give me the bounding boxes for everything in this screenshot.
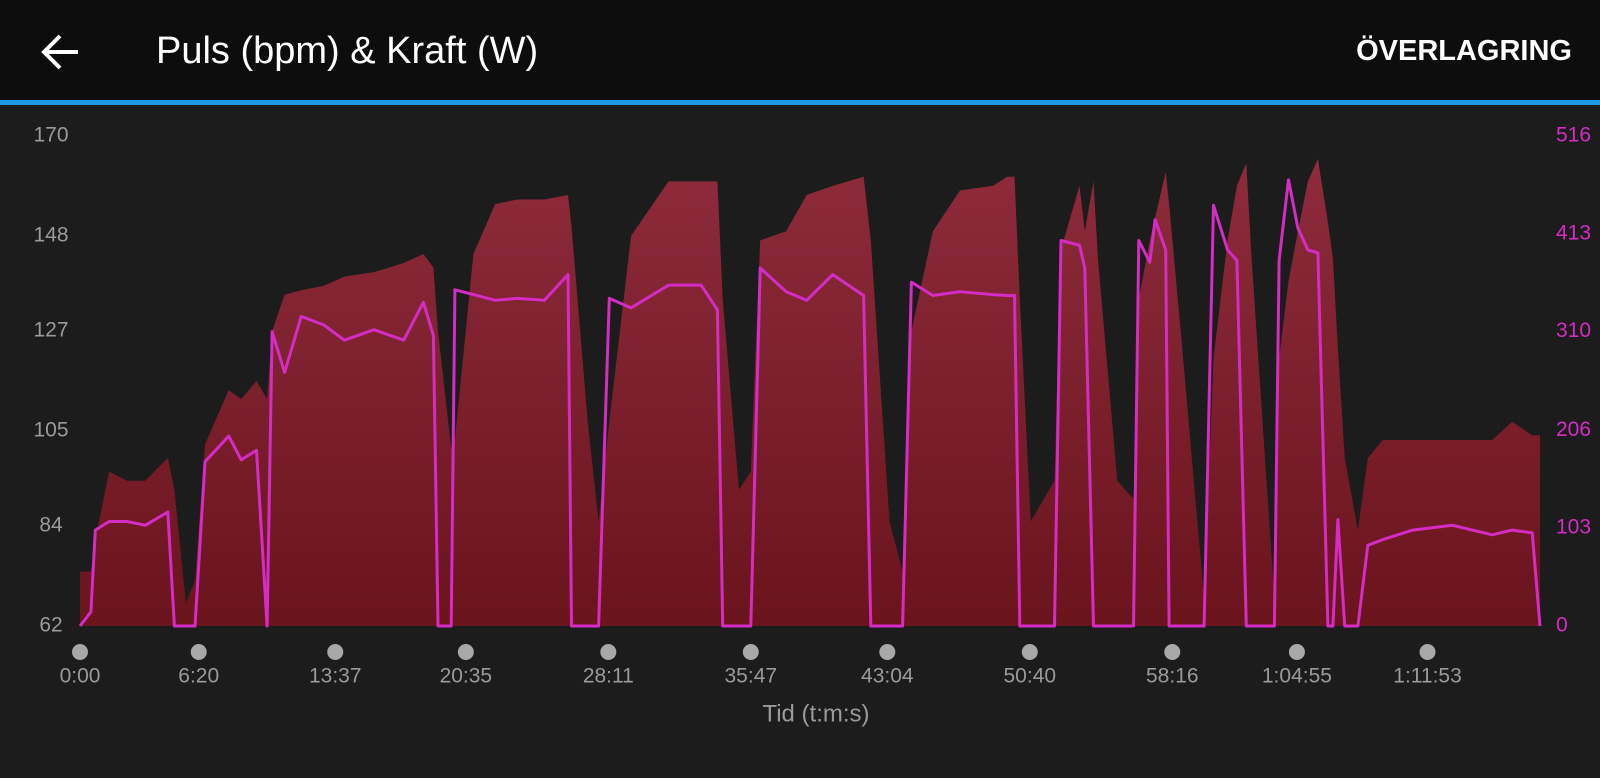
- y-tick-label: 105: [33, 418, 68, 441]
- x-tick-dot: [879, 644, 896, 660]
- heart-rate-area: [80, 158, 1540, 626]
- x-tick-label: 50:40: [1004, 665, 1057, 688]
- x-tick-dot: [190, 644, 207, 660]
- x-tick-dot: [327, 644, 344, 660]
- x-tick-label: 1:11:53: [1393, 665, 1462, 688]
- y2-tick-label: 0: [1556, 614, 1568, 637]
- x-tick-label: 28:11: [583, 665, 634, 688]
- x-tick-dot: [1021, 644, 1038, 660]
- x-tick-label: 1:04:55: [1262, 665, 1332, 688]
- x-tick-label: 43:04: [861, 665, 914, 688]
- y2-tick-label: 413: [1556, 221, 1591, 244]
- y2-tick-label: 103: [1556, 516, 1591, 539]
- y-tick-label: 62: [39, 614, 62, 637]
- x-tick-dot: [1419, 644, 1436, 660]
- x-tick-dot: [72, 644, 88, 660]
- x-tick-label: 58:16: [1146, 665, 1199, 688]
- x-tick-label: 35:47: [725, 665, 778, 688]
- x-tick-dot: [1288, 644, 1305, 660]
- x-tick-dot: [600, 644, 617, 660]
- chart: Tid (t:m:s) 62 84 105 127 148 170 0 103 206 310 41…: [33, 124, 1591, 728]
- x-tick-dot: [457, 644, 474, 660]
- x-tick-label: 13:37: [309, 665, 362, 688]
- y-tick-label: 148: [33, 223, 68, 246]
- x-tick-label: 0:00: [60, 665, 101, 688]
- y-tick-label: 127: [33, 319, 68, 342]
- back-button[interactable]: [38, 30, 82, 74]
- x-tick-label: 6:20: [178, 665, 219, 688]
- x-tick-dot: [1164, 644, 1181, 660]
- y2-tick-label: 516: [1556, 124, 1591, 147]
- x-tick-dot: [742, 644, 759, 660]
- app-bar: Puls (bpm) & Kraft (W) ÖVERLAGRING: [0, 0, 1600, 105]
- y-tick-label: 84: [39, 514, 63, 537]
- y-tick-label: 170: [33, 124, 68, 147]
- page-title: Puls (bpm) & Kraft (W): [156, 30, 539, 72]
- power-line: [78, 178, 1542, 628]
- overlay-button[interactable]: ÖVERLAGRING: [1356, 35, 1572, 67]
- y2-tick-label: 310: [1556, 319, 1591, 342]
- y2-tick-label: 206: [1556, 418, 1591, 441]
- x-axis-title: Tid (t:m:s): [762, 700, 869, 727]
- x-tick-label: 20:35: [440, 665, 493, 688]
